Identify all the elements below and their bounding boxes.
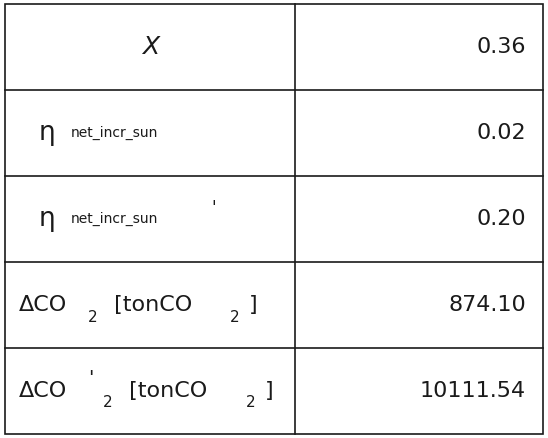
Text: 0.20: 0.20	[476, 209, 526, 229]
Text: η: η	[38, 206, 55, 232]
Text: 0.36: 0.36	[477, 37, 526, 57]
Text: 2: 2	[230, 310, 240, 325]
Text: ΔCO: ΔCO	[19, 295, 67, 315]
Text: ]: ]	[249, 295, 258, 315]
Text: 874.10: 874.10	[448, 295, 526, 315]
Text: ': '	[211, 199, 215, 217]
Text: 10111.54: 10111.54	[420, 381, 526, 401]
Text: net_incr_sun: net_incr_sun	[71, 212, 158, 226]
Text: 2: 2	[103, 396, 113, 410]
Text: [tonCO: [tonCO	[122, 381, 208, 401]
Text: η: η	[38, 120, 55, 146]
Text: ΔCO: ΔCO	[19, 381, 67, 401]
Text: ': '	[88, 369, 93, 388]
Text: net_incr_sun: net_incr_sun	[71, 126, 158, 140]
Text: 0.02: 0.02	[476, 123, 526, 143]
Text: ]: ]	[265, 381, 273, 401]
Text: [tonCO: [tonCO	[107, 295, 192, 315]
Text: 2: 2	[246, 396, 255, 410]
Text: X: X	[142, 35, 159, 59]
Text: 2: 2	[88, 310, 98, 325]
